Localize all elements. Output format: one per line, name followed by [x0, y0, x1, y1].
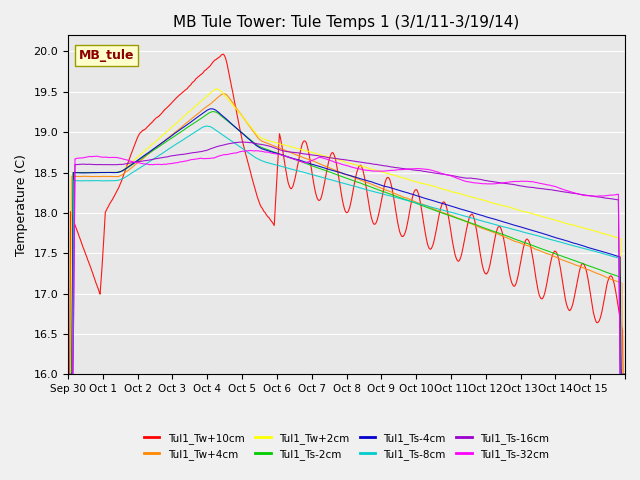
Title: MB Tule Tower: Tule Temps 1 (3/1/11-3/19/14): MB Tule Tower: Tule Temps 1 (3/1/11-3/19…: [173, 15, 520, 30]
Y-axis label: Temperature (C): Temperature (C): [15, 154, 28, 256]
Text: MB_tule: MB_tule: [79, 49, 134, 62]
Legend: Tul1_Tw+10cm, Tul1_Tw+4cm, Tul1_Tw+2cm, Tul1_Ts-2cm, Tul1_Ts-4cm, Tul1_Ts-8cm, T: Tul1_Tw+10cm, Tul1_Tw+4cm, Tul1_Tw+2cm, …: [140, 429, 554, 464]
